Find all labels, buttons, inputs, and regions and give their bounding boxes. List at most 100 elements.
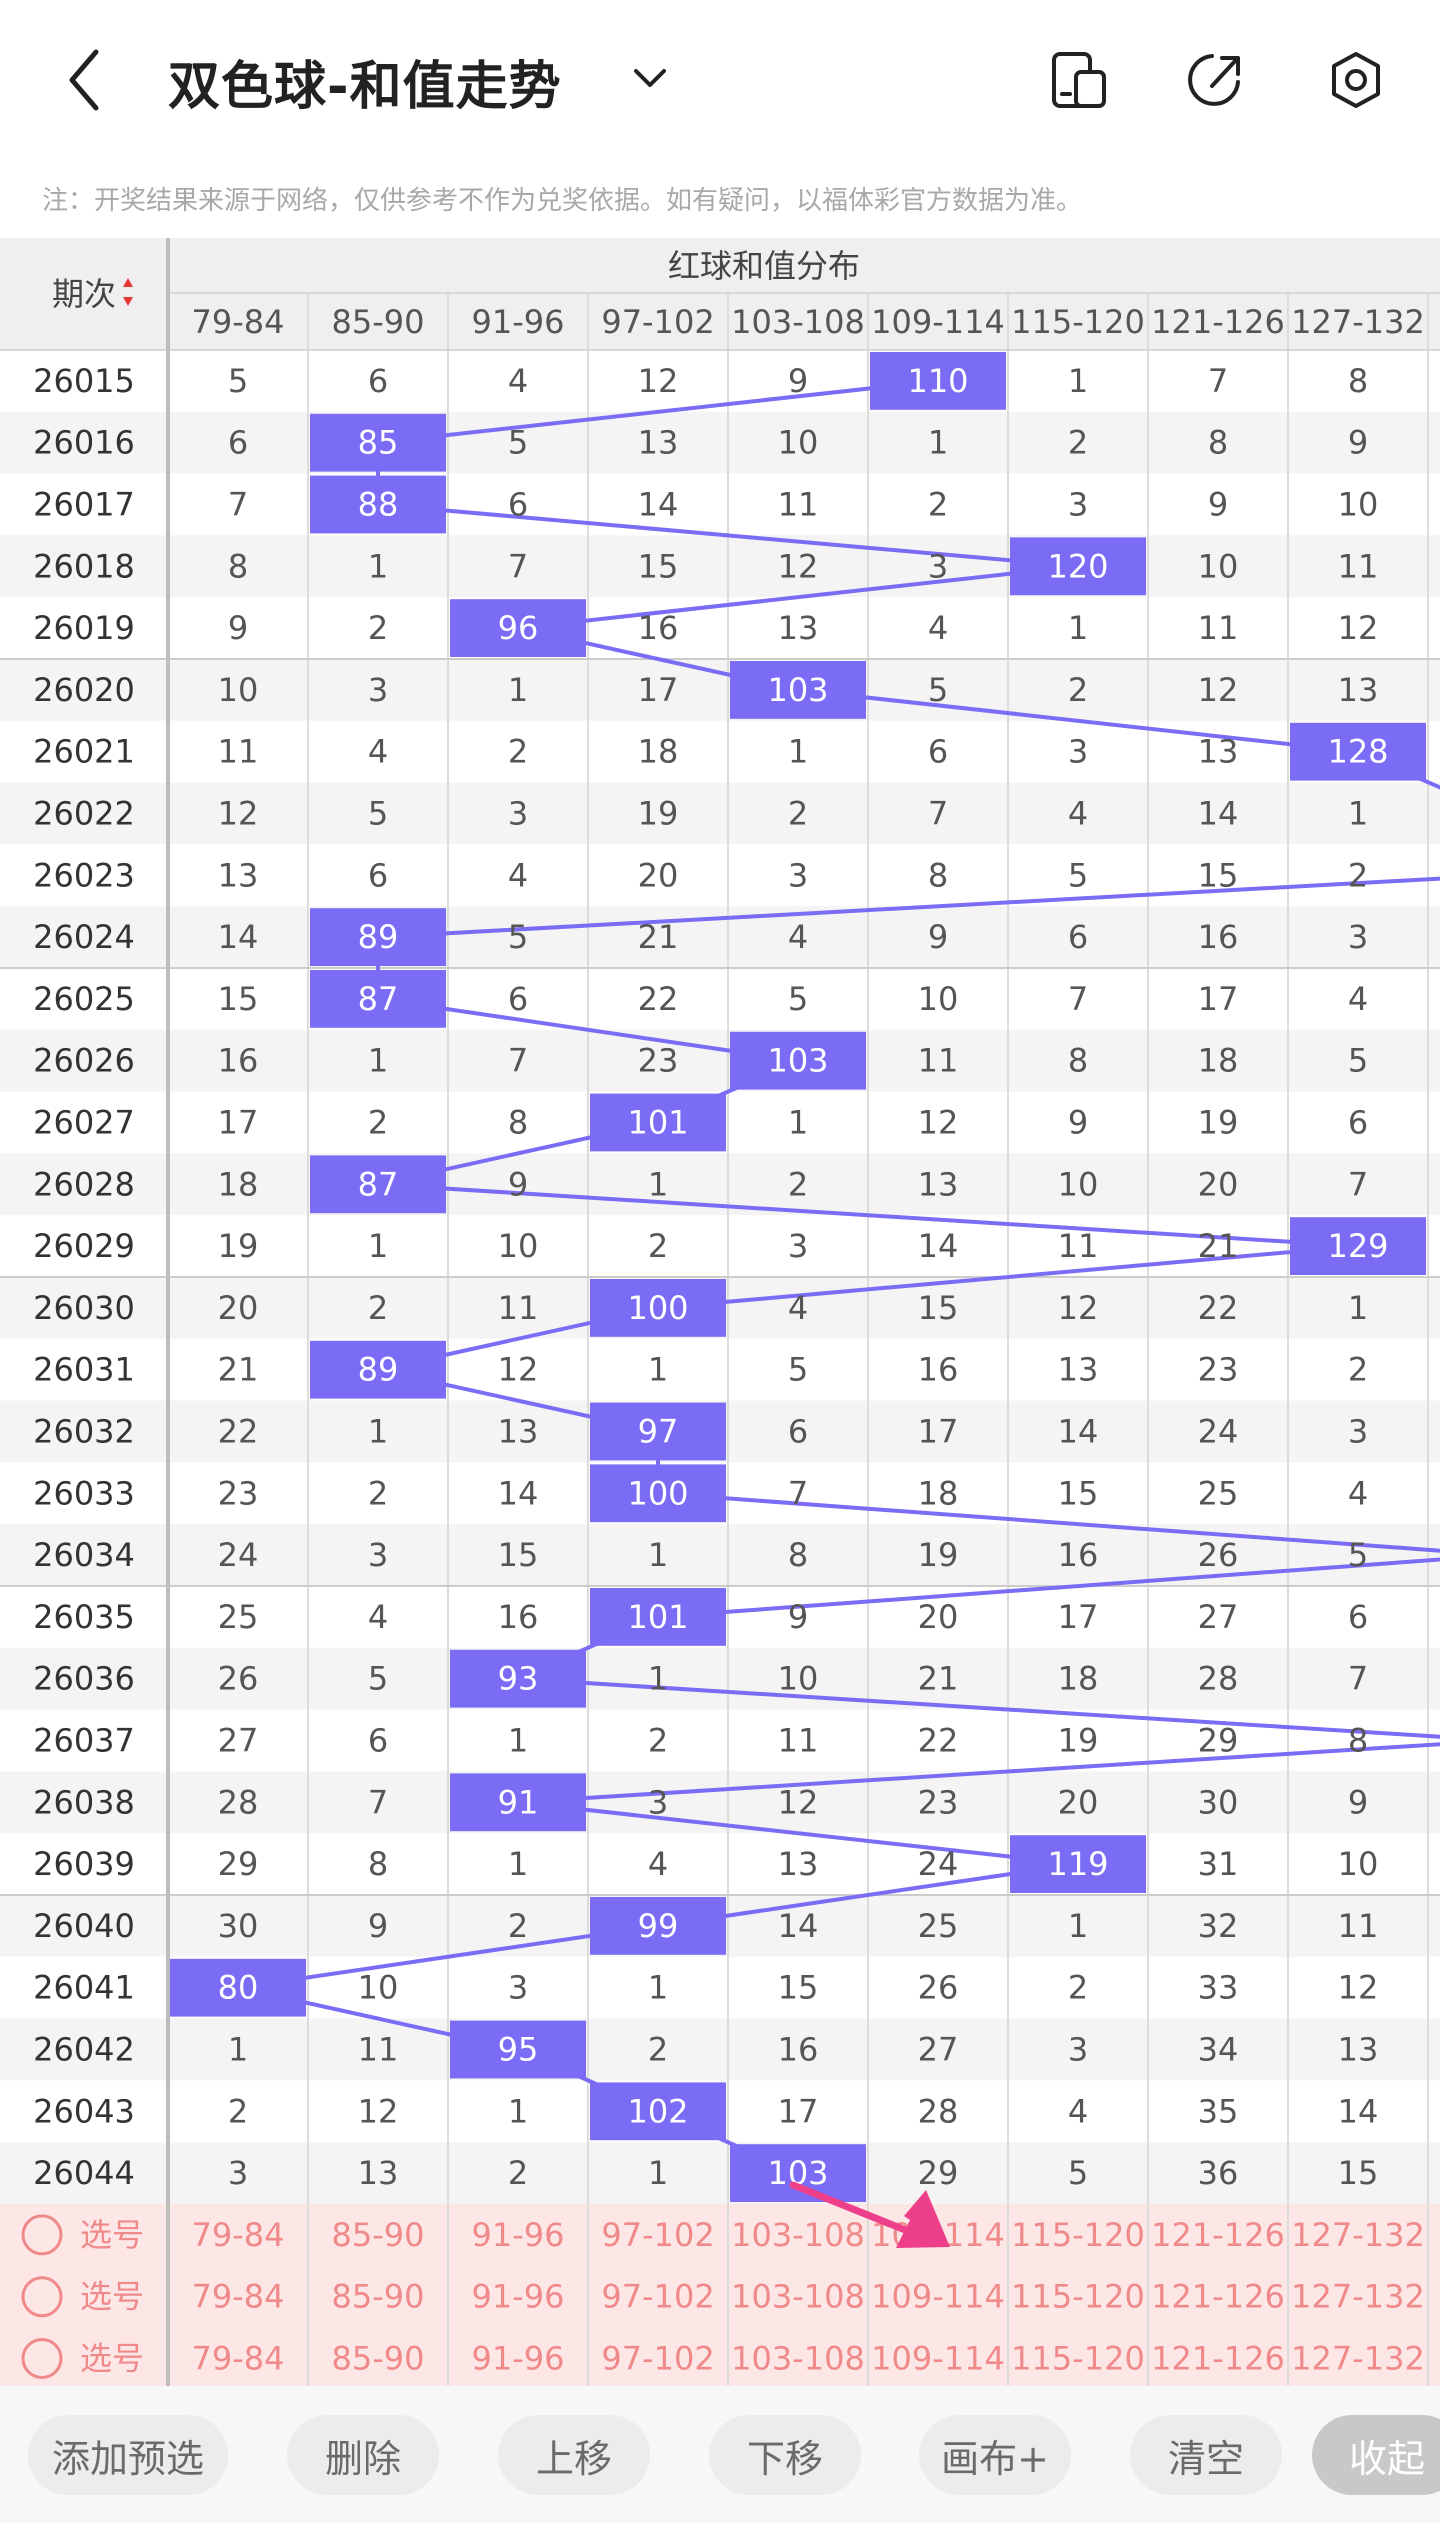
table-cell: 9 bbox=[788, 1598, 808, 1636]
table-cell: 2 bbox=[1068, 424, 1088, 462]
hit-value: 89 bbox=[358, 1351, 399, 1389]
table-cell: 6 bbox=[928, 733, 948, 771]
column-header: 79-84 bbox=[192, 303, 285, 341]
table-cell: 18 bbox=[218, 1165, 259, 1203]
period-cell: 26041 bbox=[33, 1969, 135, 2007]
share-icon[interactable] bbox=[1182, 44, 1246, 116]
select-cell[interactable]: 103-108 bbox=[731, 2216, 865, 2254]
select-cell[interactable]: 97-102 bbox=[601, 2278, 714, 2316]
hit-value: 103 bbox=[767, 1042, 828, 1080]
table-cell: 28 bbox=[218, 1783, 259, 1821]
select-cell[interactable]: 115-120 bbox=[1011, 2278, 1145, 2316]
chevron-down-icon[interactable] bbox=[628, 56, 672, 100]
select-cell[interactable]: 91-96 bbox=[472, 2340, 565, 2378]
select-cell[interactable]: 109-114 bbox=[871, 2340, 1005, 2378]
phone-layout-icon[interactable] bbox=[1048, 44, 1112, 116]
back-icon[interactable] bbox=[58, 40, 114, 120]
settings-icon[interactable] bbox=[1324, 44, 1388, 116]
table-cell: 2 bbox=[508, 733, 528, 771]
table-cell: 22 bbox=[638, 980, 679, 1018]
clear-button[interactable]: 清空 bbox=[1130, 2415, 1282, 2495]
table-cell: 28 bbox=[1198, 1660, 1239, 1698]
select-cell[interactable]: 79-84 bbox=[192, 2340, 285, 2378]
table-cell: 5 bbox=[928, 671, 948, 709]
select-cell[interactable]: 121-126 bbox=[1151, 2340, 1285, 2378]
table-cell: 14 bbox=[1338, 2092, 1379, 2130]
table-cell: 3 bbox=[1348, 1413, 1368, 1451]
select-cell[interactable]: 121-126 bbox=[1151, 2278, 1285, 2316]
select-radio-icon[interactable] bbox=[21, 2276, 63, 2318]
table-cell: 20 bbox=[918, 1598, 959, 1636]
select-cell[interactable]: 127-132 bbox=[1291, 2278, 1425, 2316]
table-cell: 2 bbox=[368, 1474, 388, 1512]
select-cell[interactable]: 127-132 bbox=[1291, 2216, 1425, 2254]
table-cell: 16 bbox=[218, 1042, 259, 1080]
table-cell: 33 bbox=[1198, 1969, 1239, 2007]
table-cell: 15 bbox=[1198, 856, 1239, 894]
table-cell: 21 bbox=[218, 1351, 259, 1389]
table-cell: 18 bbox=[1058, 1660, 1099, 1698]
period-cell: 26017 bbox=[33, 486, 135, 524]
table-cell: 2 bbox=[1348, 856, 1368, 894]
select-cell[interactable]: 79-84 bbox=[192, 2216, 285, 2254]
collapse-button[interactable]: 收起 bbox=[1312, 2415, 1440, 2495]
table-cell: 8 bbox=[788, 1536, 808, 1574]
table-cell: 6 bbox=[1348, 1598, 1368, 1636]
table-cell: 8 bbox=[228, 547, 248, 585]
table-cell: 12 bbox=[1338, 609, 1379, 647]
table-cell: 2 bbox=[368, 609, 388, 647]
table-cell: 15 bbox=[1338, 2154, 1379, 2192]
table-cell: 5 bbox=[368, 1660, 388, 1698]
table-cell: 3 bbox=[508, 1969, 528, 2007]
period-cell: 26025 bbox=[33, 980, 135, 1018]
table-cell: 13 bbox=[1338, 671, 1379, 709]
select-radio-icon[interactable] bbox=[21, 2214, 63, 2256]
table-cell: 1 bbox=[508, 671, 528, 709]
select-cell[interactable]: 103-108 bbox=[731, 2278, 865, 2316]
table-cell: 5 bbox=[508, 918, 528, 956]
move-down-button[interactable]: 下移 bbox=[709, 2415, 861, 2495]
hit-value: 97 bbox=[638, 1413, 679, 1451]
select-label[interactable]: 选号 bbox=[80, 2278, 144, 2316]
page-title[interactable]: 双色球-和值走势 bbox=[168, 57, 562, 117]
select-radio-icon[interactable] bbox=[21, 2338, 63, 2379]
table-cell: 11 bbox=[358, 2031, 399, 2069]
select-cell[interactable]: 85-90 bbox=[332, 2216, 425, 2254]
period-cell: 26015 bbox=[33, 362, 135, 400]
table-cell: 6 bbox=[508, 486, 528, 524]
table-cell: 9 bbox=[1208, 486, 1228, 524]
period-cell: 26035 bbox=[33, 1598, 135, 1636]
period-header[interactable]: 期次 bbox=[52, 275, 116, 313]
select-label[interactable]: 选号 bbox=[80, 2340, 144, 2378]
table-cell: 4 bbox=[928, 609, 948, 647]
select-cell[interactable]: 97-102 bbox=[601, 2340, 714, 2378]
select-cell[interactable]: 127-132 bbox=[1291, 2340, 1425, 2378]
table-cell: 17 bbox=[778, 2092, 819, 2130]
select-cell[interactable]: 85-90 bbox=[332, 2340, 425, 2378]
table-cell: 12 bbox=[778, 1783, 819, 1821]
select-label[interactable]: 选号 bbox=[80, 2216, 144, 2254]
select-cell[interactable]: 103-108 bbox=[731, 2340, 865, 2378]
select-cell[interactable]: 97-102 bbox=[601, 2216, 714, 2254]
select-cell[interactable]: 115-120 bbox=[1011, 2216, 1145, 2254]
select-cell[interactable]: 85-90 bbox=[332, 2278, 425, 2316]
table-cell: 4 bbox=[788, 1289, 808, 1327]
table-cell: 4 bbox=[1068, 2092, 1088, 2130]
table-row bbox=[0, 782, 1440, 845]
add-preselect-button[interactable]: 添加预选 bbox=[28, 2415, 228, 2495]
select-cell[interactable]: 91-96 bbox=[472, 2216, 565, 2254]
move-up-button[interactable]: 上移 bbox=[498, 2415, 650, 2495]
table-cell: 19 bbox=[1058, 1722, 1099, 1760]
select-cell[interactable]: 91-96 bbox=[472, 2278, 565, 2316]
select-cell[interactable]: 115-120 bbox=[1011, 2340, 1145, 2378]
table-cell: 18 bbox=[638, 733, 679, 771]
select-cell[interactable]: 79-84 bbox=[192, 2278, 285, 2316]
delete-button[interactable]: 删除 bbox=[287, 2415, 439, 2495]
table-cell: 19 bbox=[218, 1227, 259, 1265]
table-cell: 7 bbox=[1068, 980, 1088, 1018]
table-cell: 3 bbox=[1068, 486, 1088, 524]
canvas-plus-button[interactable]: 画布+ bbox=[919, 2415, 1071, 2495]
hit-value: 87 bbox=[358, 1165, 399, 1203]
select-cell[interactable]: 121-126 bbox=[1151, 2216, 1285, 2254]
select-cell[interactable]: 109-114 bbox=[871, 2278, 1005, 2316]
